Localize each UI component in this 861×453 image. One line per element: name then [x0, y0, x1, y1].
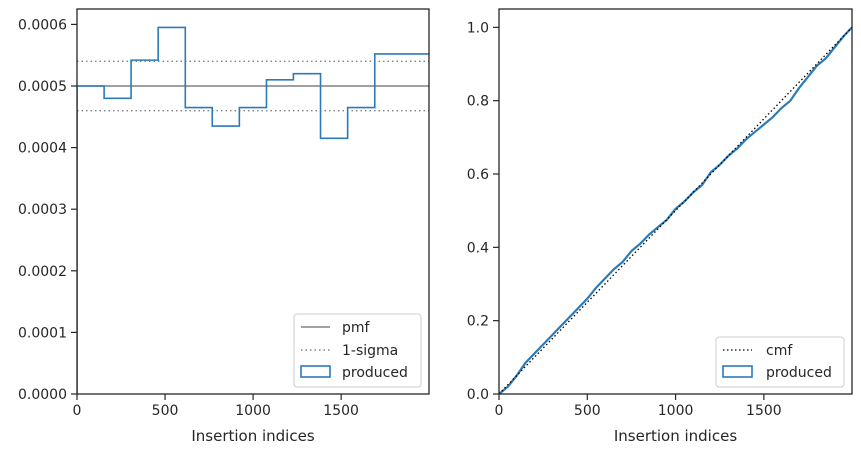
- plot-area: [499, 26, 852, 394]
- y-tick-label: 0.0: [467, 387, 489, 403]
- y-tick-label: 0.0005: [18, 79, 67, 95]
- pmf-panel: 0 500 1000 1500 0.0000 0.0001 0.0002 0.0003 0.00…: [18, 8, 430, 445]
- legend-cmf-label: cmf: [766, 343, 793, 359]
- y-tick-label: 0.6: [467, 167, 489, 183]
- y-tick-label: 0.0006: [18, 17, 67, 33]
- x-tick-label: 1500: [323, 403, 359, 419]
- x-tick-label: 1000: [658, 403, 694, 419]
- legend-produced-label: produced: [766, 365, 832, 381]
- legend: pmf 1-sigma produced: [293, 313, 422, 388]
- y-tick-label: 0.8: [467, 94, 489, 110]
- legend-pmf-label: pmf: [342, 320, 371, 336]
- y-tick-label: 0.4: [467, 240, 489, 256]
- plot-area: [77, 26, 429, 394]
- x-tick-label: 500: [574, 403, 601, 419]
- legend-produced-label: produced: [342, 365, 408, 381]
- y-tick-label: 0.0003: [18, 202, 67, 218]
- legend-box: [293, 313, 422, 388]
- x-tick-label: 1500: [746, 403, 782, 419]
- y-tick-label: 0.0001: [18, 325, 67, 341]
- legend-produced-swatch: [300, 365, 331, 378]
- y-tick-label: 0.2: [467, 314, 489, 330]
- y-tick-label: 0.0002: [18, 264, 67, 280]
- cmf-line: [499, 26, 852, 394]
- y-tick-label: 0.0000: [18, 387, 67, 403]
- legend-produced-swatch: [722, 365, 753, 378]
- x-tick-label: 500: [152, 403, 179, 419]
- x-tick-label: 0: [73, 403, 82, 419]
- produced-histogram: [77, 26, 429, 394]
- x-axis-label: Insertion indices: [614, 427, 737, 445]
- x-axis-label: Insertion indices: [191, 427, 314, 445]
- y-tick-label: 0.0004: [18, 141, 67, 157]
- x-tick-label: 0: [495, 403, 504, 419]
- cmf-panel: 0 500 1000 1500 0.0 0.2 0.4 0.6 0.8 1.0 Insertion …: [467, 8, 853, 445]
- x-tick-label: 1000: [235, 403, 271, 419]
- legend-sigma-label: 1-sigma: [342, 343, 398, 359]
- y-tick-label: 1.0: [467, 20, 489, 36]
- legend: cmf produced: [715, 336, 845, 388]
